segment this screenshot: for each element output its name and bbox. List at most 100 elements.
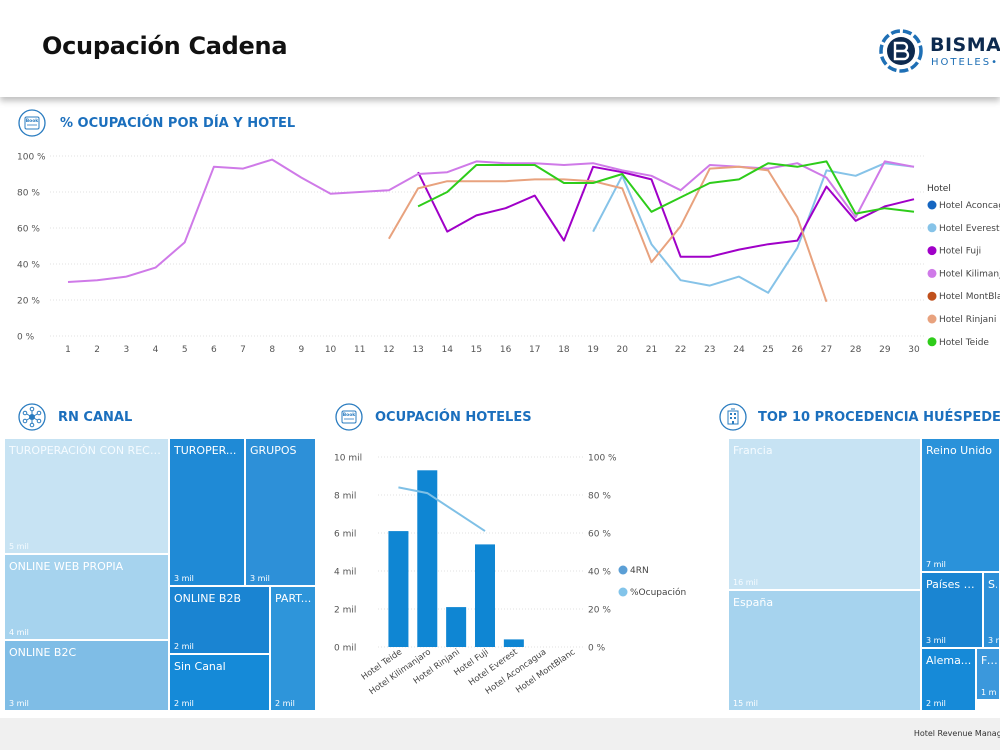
treemap-value: 15 mil: [733, 699, 758, 708]
treemap-value: 4 mil: [9, 628, 29, 637]
x-tick-label: 12: [383, 345, 394, 355]
x-tick-label: 21: [646, 345, 657, 355]
treemap-cell[interactable]: Países B... 3 mil: [921, 572, 983, 648]
x-tick-label: 15: [471, 345, 482, 355]
y-tick-label: 100 %: [17, 153, 46, 163]
y-tick-label: 80 %: [17, 189, 40, 199]
series-line: [388, 165, 828, 303]
treemap-label: ONLINE B2C: [9, 646, 77, 659]
y2-tick-label: 60 %: [588, 530, 611, 540]
treemap-label: GRUPOS: [250, 444, 297, 457]
y-tick-label: 20 %: [17, 297, 40, 307]
footer: Hotel Revenue Manager: [0, 718, 1000, 750]
svg-text:Book: Book: [343, 412, 357, 418]
x-tick-label: 13: [412, 345, 423, 355]
x-tick-label: 22: [675, 345, 686, 355]
treemap-label: ONLINE WEB PROPIA: [9, 560, 124, 573]
y2-tick-label: 40 %: [588, 568, 611, 578]
x-tick-label: 26: [792, 345, 804, 355]
legend-marker: [927, 337, 937, 347]
legend-marker: [927, 291, 937, 301]
treemap-value: 5 mil: [9, 542, 29, 551]
x-tick-label: 16: [500, 345, 512, 355]
y-tick-label: 6 mil: [334, 530, 356, 540]
bar: [446, 607, 467, 647]
y-tick-label: 40 %: [17, 261, 40, 271]
occupancy-line-chart: 100 %80 %60 %40 %20 %0 %1 2 3 4 5 6 7 8 9 10 11 12 1…: [17, 153, 1000, 356]
bar: [388, 531, 409, 647]
x-tick-label: 11: [354, 345, 365, 355]
treemap-cell[interactable]: ONLINE B2C 3 mil: [4, 640, 169, 711]
treemap-cell[interactable]: Fe... 1 m: [976, 648, 1000, 700]
treemap-label: TUROPER...: [174, 444, 237, 457]
y2-tick-label: 0 %: [588, 644, 606, 654]
treemap-value: 2 mil: [926, 699, 946, 708]
legend-marker: [927, 246, 937, 256]
legend-label: Hotel Aconcagua: [939, 201, 1000, 211]
y2-tick-label: 20 %: [588, 606, 611, 616]
legend-label: Hotel Teide: [939, 338, 989, 348]
series-line: [67, 158, 915, 283]
treemap-value: 1 m: [981, 688, 997, 697]
treemap-label: PART...: [275, 592, 312, 605]
hotel-occupancy-bar-chart: 10 mil 100 % 8 mil 80 % 6 mil 60 % 4 mil 40 % 2 …: [334, 454, 686, 698]
y2-tick-label: 80 %: [588, 492, 611, 502]
x-tick-label: 5: [182, 345, 188, 355]
treemap-cell[interactable]: GRUPOS 3 mil: [245, 438, 316, 586]
building-icon: [719, 403, 747, 431]
procedencia-title: TOP 10 PROCEDENCIA HUÉSPEDES: [758, 410, 1000, 425]
brand-name: BISMA: [930, 34, 1000, 56]
treemap-cell[interactable]: Su 3 m: [983, 572, 1000, 648]
bar: [417, 470, 438, 647]
x-tick-label: 3: [123, 345, 129, 355]
legend-title: Hotel: [927, 184, 951, 194]
treemap-value: 2 mil: [174, 642, 194, 651]
treemap-cell[interactable]: TUROPER... 3 mil: [169, 438, 245, 586]
bisma-emblem-icon: [879, 29, 923, 73]
legend-marker: [618, 565, 628, 575]
x-tick-label: 23: [704, 345, 715, 355]
x-tick-label: 29: [879, 345, 891, 355]
treemap-cell[interactable]: Reino Unido 7 mil: [921, 438, 1000, 572]
x-tick-label: 8: [269, 345, 275, 355]
y-tick-label: 8 mil: [334, 492, 356, 502]
x-tick-label: 28: [850, 345, 862, 355]
x-tick-label: 27: [821, 345, 832, 355]
footer-text: Hotel Revenue Manager: [913, 729, 1000, 738]
treemap-label: ONLINE B2B: [174, 592, 242, 605]
treemap-value: 3 mil: [174, 574, 194, 583]
treemap-value: 2 mil: [174, 699, 194, 708]
treemap-label: Su: [988, 578, 997, 591]
treemap-label: España: [733, 596, 774, 609]
treemap-label: Fe...: [981, 654, 997, 667]
treemap-cell[interactable]: Alema... 2 mil: [921, 648, 976, 711]
y2-tick-label: 100 %: [588, 454, 617, 464]
treemap-cell[interactable]: Francia 16 mil: [728, 438, 921, 590]
treemap-label: Alema...: [926, 654, 972, 667]
bar: [503, 639, 524, 647]
treemap-value: 3 mil: [250, 574, 270, 583]
treemap-cell[interactable]: España 15 mil: [728, 590, 921, 711]
y-tick-label: 0 %: [17, 333, 35, 343]
header: Ocupación Cadena BISMA HOTELES••: [0, 0, 1000, 97]
treemap-cell[interactable]: ONLINE B2B 2 mil: [169, 586, 270, 654]
treemap-label: Sin Canal: [174, 660, 226, 673]
page-title: Ocupación Cadena: [42, 32, 288, 60]
treemap-value: 16 mil: [733, 578, 758, 587]
series-line: [417, 160, 915, 215]
treemap-label: TUROPERACIÓN CON RECE...: [9, 444, 166, 457]
hoteles-title: OCUPACIÓN HOTELES: [375, 410, 532, 425]
legend-marker: [927, 314, 937, 324]
x-tick-label: 24: [733, 345, 745, 355]
treemap-cell[interactable]: Sin Canal 2 mil: [169, 654, 270, 711]
treemap-cell[interactable]: TUROPERACIÓN CON RECE... 5 mil: [4, 438, 169, 554]
x-tick-label: 14: [442, 345, 454, 355]
x-tick-label: 9: [299, 345, 305, 355]
y-tick-label: 0 mil: [334, 644, 356, 654]
line-chart-title: % OCUPACIÓN POR DÍA Y HOTEL: [60, 116, 296, 131]
x-tick-label: 10: [325, 345, 337, 355]
treemap-cell[interactable]: PART... 2 mil: [270, 586, 316, 711]
series-line: [417, 165, 915, 258]
treemap-label: Francia: [733, 444, 773, 457]
treemap-cell[interactable]: ONLINE WEB PROPIA 4 mil: [4, 554, 169, 640]
